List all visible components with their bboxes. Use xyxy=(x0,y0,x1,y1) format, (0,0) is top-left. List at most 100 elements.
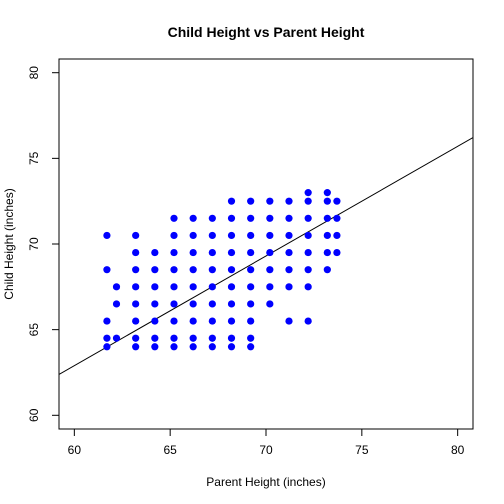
data-point xyxy=(333,197,341,205)
data-point xyxy=(266,231,274,240)
data-point xyxy=(304,189,312,197)
data-point xyxy=(304,317,312,325)
data-point xyxy=(285,283,293,291)
y-tick-label: 65 xyxy=(27,323,41,337)
data-point xyxy=(189,231,197,240)
data-point xyxy=(333,248,341,257)
data-point xyxy=(170,266,178,274)
data-point xyxy=(227,231,236,240)
data-point xyxy=(266,214,274,222)
data-point xyxy=(208,283,216,291)
data-point xyxy=(103,334,111,342)
data-point xyxy=(323,266,331,274)
data-point xyxy=(285,214,293,222)
data-point xyxy=(227,197,236,205)
data-point xyxy=(266,283,274,291)
data-point xyxy=(208,214,216,222)
data-point xyxy=(247,197,255,205)
regression-line xyxy=(59,137,473,375)
data-point xyxy=(323,214,331,222)
data-point xyxy=(170,343,178,351)
y-axis-label: Child Height (inches) xyxy=(2,188,16,299)
data-point xyxy=(103,317,111,325)
data-point xyxy=(247,231,255,240)
data-point xyxy=(266,266,274,274)
data-point xyxy=(333,214,341,222)
plot-border xyxy=(58,58,474,430)
data-point xyxy=(323,248,331,257)
data-point xyxy=(132,317,140,325)
y-tick-label: 70 xyxy=(27,237,41,251)
x-tick-label: 75 xyxy=(355,443,369,457)
data-point xyxy=(112,300,121,308)
data-point xyxy=(266,248,274,257)
data-point xyxy=(247,300,255,308)
data-point xyxy=(285,248,293,257)
data-point xyxy=(151,343,159,351)
data-point xyxy=(151,266,159,274)
data-point xyxy=(285,266,293,274)
data-point xyxy=(189,300,197,308)
data-point xyxy=(132,334,140,342)
data-point xyxy=(304,231,312,240)
data-point xyxy=(103,266,111,274)
data-point xyxy=(208,343,216,351)
data-point xyxy=(208,317,216,325)
data-point xyxy=(247,266,255,274)
data-point xyxy=(266,197,274,205)
data-point xyxy=(208,248,216,257)
data-point xyxy=(170,283,178,291)
data-point xyxy=(170,334,178,342)
data-point xyxy=(208,334,216,342)
x-axis-label: Parent Height (inches) xyxy=(206,475,325,489)
data-point xyxy=(132,266,140,274)
data-point xyxy=(151,317,159,325)
y-tick-label: 80 xyxy=(27,66,41,80)
data-point xyxy=(208,266,216,274)
data-point xyxy=(227,283,236,291)
data-point xyxy=(151,300,159,308)
data-point xyxy=(285,197,293,205)
data-point xyxy=(189,334,197,342)
data-point xyxy=(103,231,111,240)
data-point xyxy=(304,214,312,222)
data-point xyxy=(189,248,197,257)
data-point xyxy=(227,266,236,274)
x-tick-label: 65 xyxy=(163,443,177,457)
plot-area: 60 65 70 75 80 60 65 70 75 80 xyxy=(27,58,474,457)
data-point xyxy=(227,343,236,351)
data-point xyxy=(285,317,293,325)
data-point xyxy=(151,248,159,257)
data-point xyxy=(227,334,236,342)
data-point xyxy=(132,283,140,291)
data-point xyxy=(227,214,236,222)
data-point xyxy=(304,283,312,291)
chart-title: Child Height vs Parent Height xyxy=(168,24,365,40)
data-point xyxy=(227,248,236,257)
data-point xyxy=(112,334,121,342)
data-point xyxy=(247,283,255,291)
data-point xyxy=(170,300,178,308)
data-point xyxy=(333,231,341,240)
data-point xyxy=(247,343,255,351)
data-point xyxy=(132,343,140,351)
data-point xyxy=(189,283,197,291)
data-point xyxy=(132,300,140,308)
data-point xyxy=(170,214,178,222)
y-tick-label: 60 xyxy=(27,408,41,422)
x-tick-label: 70 xyxy=(259,443,273,457)
data-point xyxy=(208,300,216,308)
data-point xyxy=(189,343,197,351)
data-point xyxy=(323,197,331,205)
data-point xyxy=(285,231,293,240)
data-point xyxy=(247,334,255,342)
x-tick-label: 60 xyxy=(68,443,82,457)
data-point xyxy=(170,317,178,325)
data-point xyxy=(266,300,274,308)
y-tick-label: 75 xyxy=(27,151,41,165)
data-point xyxy=(227,300,236,308)
data-point xyxy=(151,334,159,342)
data-point xyxy=(227,317,236,325)
